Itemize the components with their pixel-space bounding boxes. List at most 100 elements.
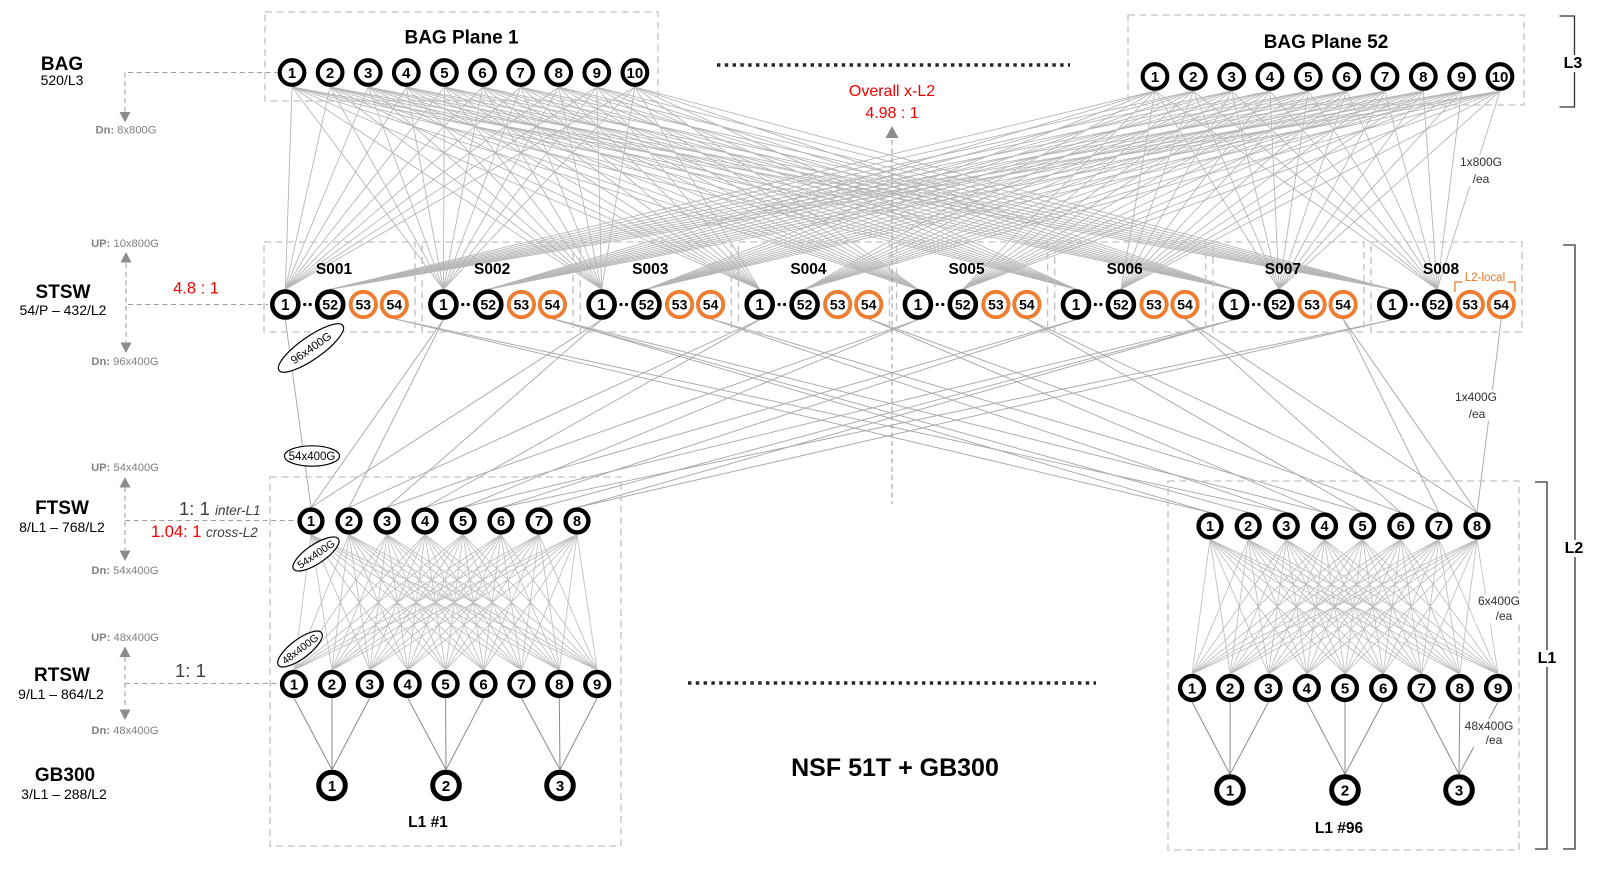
svg-text:4.8 : 1: 4.8 : 1: [173, 280, 219, 298]
svg-text:48x400G: 48x400G: [1465, 719, 1514, 733]
svg-text:Dn: 8x800G: Dn: 8x800G: [96, 125, 157, 137]
svg-text:54/P – 432/L2: 54/P – 432/L2: [20, 302, 107, 318]
svg-text:8: 8: [1456, 680, 1464, 697]
svg-text:NSF 51T + GB300: NSF 51T + GB300: [791, 754, 999, 782]
svg-text:2: 2: [328, 676, 336, 693]
svg-text:5: 5: [1304, 69, 1312, 86]
svg-text:S005: S005: [948, 261, 985, 278]
svg-text:53: 53: [672, 297, 688, 313]
svg-text:5: 5: [1359, 519, 1367, 535]
svg-text:1: 1: [307, 514, 315, 530]
svg-text:54: 54: [703, 297, 719, 313]
svg-text:52: 52: [955, 297, 971, 313]
svg-text:9: 9: [1457, 69, 1465, 86]
svg-text:5: 5: [459, 514, 467, 530]
svg-text:54: 54: [1335, 297, 1351, 313]
svg-text:UP: 48x400G: UP: 48x400G: [91, 632, 159, 644]
svg-text:4: 4: [404, 676, 413, 693]
svg-text:53: 53: [356, 297, 372, 313]
svg-text:5: 5: [1341, 680, 1349, 697]
svg-text:S003: S003: [632, 261, 669, 278]
svg-text:1: 1: [597, 297, 606, 314]
svg-text:2: 2: [345, 514, 353, 530]
svg-text:1: 1: [1072, 297, 1081, 314]
svg-text:1: 1: [288, 65, 296, 82]
svg-text:1: 1: [1388, 297, 1397, 314]
svg-text:53: 53: [988, 297, 1004, 313]
svg-text:UP: 54x400G: UP: 54x400G: [91, 462, 159, 474]
svg-text:2: 2: [1189, 69, 1197, 86]
svg-text:52: 52: [639, 297, 655, 313]
svg-text:10: 10: [1492, 69, 1509, 86]
svg-text:54: 54: [387, 297, 403, 313]
svg-text:GB300: GB300: [35, 765, 95, 786]
svg-text:6: 6: [1397, 519, 1405, 535]
svg-text:53: 53: [1304, 297, 1320, 313]
svg-text:FTSW: FTSW: [35, 498, 89, 519]
svg-text:1: 1: 1: 1: [175, 660, 206, 681]
svg-text:1: 1: [281, 297, 290, 314]
svg-text:S006: S006: [1107, 261, 1144, 278]
svg-text:1x800G: 1x800G: [1460, 155, 1502, 169]
svg-text:1: 1: [1230, 297, 1239, 314]
svg-text:52: 52: [1271, 297, 1287, 313]
svg-text:4: 4: [402, 65, 411, 82]
svg-text:3/L1 – 288/L2: 3/L1 – 288/L2: [21, 786, 107, 802]
svg-text:/ea: /ea: [1496, 609, 1513, 623]
svg-text:3: 3: [1228, 69, 1236, 86]
svg-text:L1 #1: L1 #1: [408, 814, 448, 831]
svg-text:52: 52: [1113, 297, 1129, 313]
svg-text:4.98 : 1: 4.98 : 1: [865, 105, 918, 122]
svg-text:4: 4: [1303, 680, 1312, 697]
svg-text:L1 #96: L1 #96: [1315, 820, 1364, 837]
svg-text:2: 2: [1244, 519, 1252, 535]
svg-text:L2: L2: [1565, 540, 1584, 557]
svg-text:UP: 10x800G: UP: 10x800G: [91, 238, 159, 250]
svg-text:1: 1: [1151, 69, 1159, 86]
svg-text:8: 8: [555, 65, 563, 82]
svg-text:6: 6: [1379, 680, 1387, 697]
svg-text:1: 1: [755, 297, 764, 314]
svg-text:52: 52: [481, 297, 497, 313]
svg-text:4: 4: [421, 514, 429, 530]
svg-text:L3: L3: [1564, 55, 1583, 72]
svg-text:9: 9: [593, 65, 601, 82]
svg-text:3: 3: [383, 514, 391, 530]
svg-text:3: 3: [1264, 680, 1272, 697]
svg-text:4: 4: [1320, 519, 1328, 535]
svg-text:1: 1: [328, 778, 336, 795]
svg-text:BAG Plane 1: BAG Plane 1: [404, 28, 518, 49]
svg-text:L1: L1: [1538, 650, 1557, 667]
svg-text:52: 52: [797, 297, 813, 313]
svg-text:5: 5: [440, 65, 448, 82]
svg-text:S001: S001: [316, 261, 353, 278]
svg-text:S004: S004: [790, 261, 827, 278]
svg-text:S007: S007: [1265, 261, 1301, 278]
svg-text:S002: S002: [474, 261, 510, 278]
svg-text:3: 3: [366, 676, 374, 693]
svg-text:7: 7: [1381, 69, 1389, 86]
svg-text:4: 4: [1266, 69, 1275, 86]
svg-text:Dn: 54x400G: Dn: 54x400G: [91, 565, 158, 577]
svg-text:10: 10: [627, 65, 644, 82]
svg-text:3: 3: [364, 65, 372, 82]
svg-text:2: 2: [442, 778, 450, 795]
svg-text:6: 6: [478, 65, 486, 82]
svg-text:BAG: BAG: [41, 54, 83, 75]
svg-text:5: 5: [441, 676, 449, 693]
svg-text:54: 54: [861, 297, 877, 313]
svg-text:STSW: STSW: [36, 282, 91, 303]
svg-text:2: 2: [1226, 680, 1234, 697]
svg-text:8: 8: [555, 676, 563, 693]
svg-text:2: 2: [1341, 782, 1349, 799]
svg-text:BAG Plane 52: BAG Plane 52: [1264, 32, 1389, 53]
svg-text:6x400G: 6x400G: [1478, 594, 1520, 608]
svg-text:53: 53: [1146, 297, 1162, 313]
svg-text:53: 53: [830, 297, 846, 313]
svg-text:53: 53: [514, 297, 530, 313]
svg-text:54x400G: 54x400G: [289, 451, 336, 463]
svg-text:Overall x-L2: Overall x-L2: [849, 83, 935, 100]
svg-text:8: 8: [1419, 69, 1427, 86]
svg-text:/ea: /ea: [1473, 172, 1490, 186]
svg-text:54: 54: [545, 297, 561, 313]
